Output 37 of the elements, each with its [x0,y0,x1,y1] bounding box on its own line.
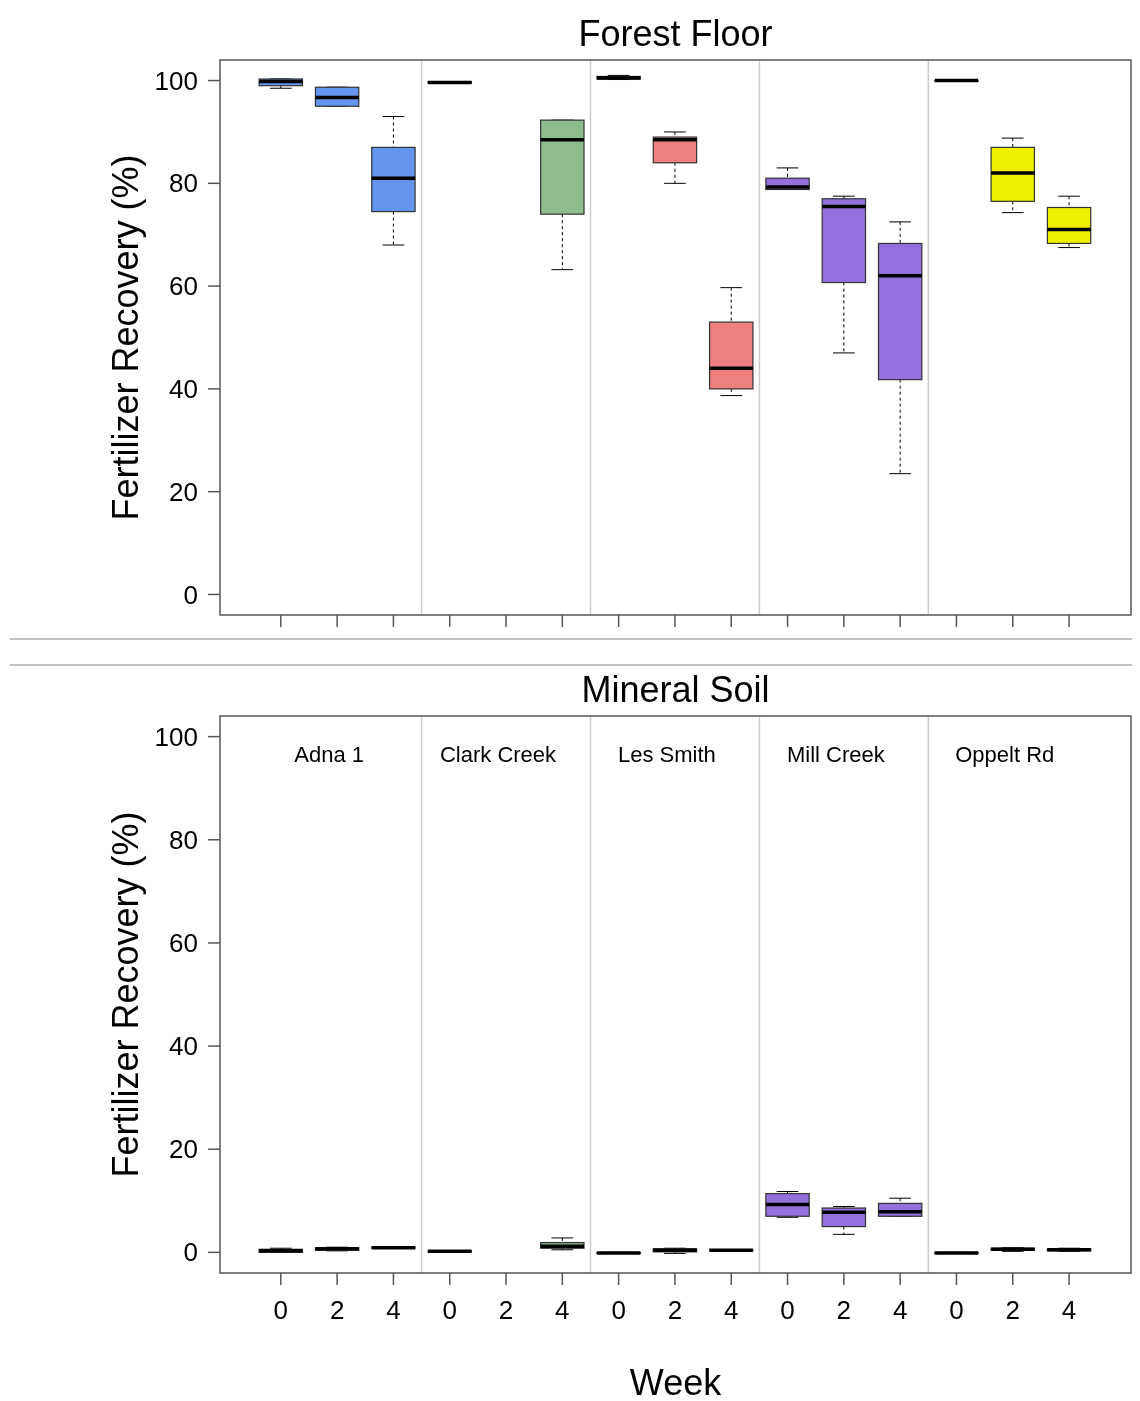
chart-title: Mineral Soil [581,669,770,710]
y-tick-label: 0 [183,1237,198,1268]
y-tick-label: 0 [183,579,198,610]
y-tick-label: 40 [169,373,198,404]
annotation: Adna 1 [294,742,364,767]
chart-title: Forest Floor [578,13,773,54]
x-tick-label: 0 [780,1295,795,1325]
y-tick-label: 100 [154,721,198,752]
annotation: Les Smith [618,742,716,767]
x-tick-label: 0 [273,1295,289,1325]
annotation: Mill Creek [786,742,886,767]
y-tick-label: 100 [154,65,198,96]
x-tick-label: 2 [498,1295,514,1325]
x-tick-label: 0 [949,1295,964,1325]
y-axis-title: Fertilizer Recovery (%) [105,154,146,521]
y-tick-label: 20 [169,1134,198,1165]
y-tick-label: 20 [169,476,198,507]
x-tick-label: 4 [892,1295,908,1325]
x-tick-label: 4 [724,1295,739,1325]
annotation: Clark Creek [439,742,558,767]
x-tick-label: 0 [611,1295,626,1325]
y-tick-label: 80 [169,824,198,855]
x-axis-title: Week [629,1362,723,1401]
x-tick-label: 4 [555,1295,570,1325]
annotation: Oppelt Rd [955,742,1055,767]
x-tick-label: 2 [329,1295,345,1325]
x-tick-label: 0 [442,1295,457,1325]
x-tick-label: 2 [1005,1295,1020,1325]
x-tick-label: 4 [1061,1295,1077,1325]
y-tick-label: 40 [169,1031,198,1062]
x-tick-label: 4 [386,1295,401,1325]
x-tick-label: 2 [836,1295,852,1325]
y-tick-label: 80 [169,168,198,199]
x-tick-label: 2 [667,1295,683,1325]
y-tick-label: 60 [169,928,198,959]
y-axis-title: Fertilizer Recovery (%) [105,811,146,1178]
y-tick-label: 60 [169,271,198,302]
